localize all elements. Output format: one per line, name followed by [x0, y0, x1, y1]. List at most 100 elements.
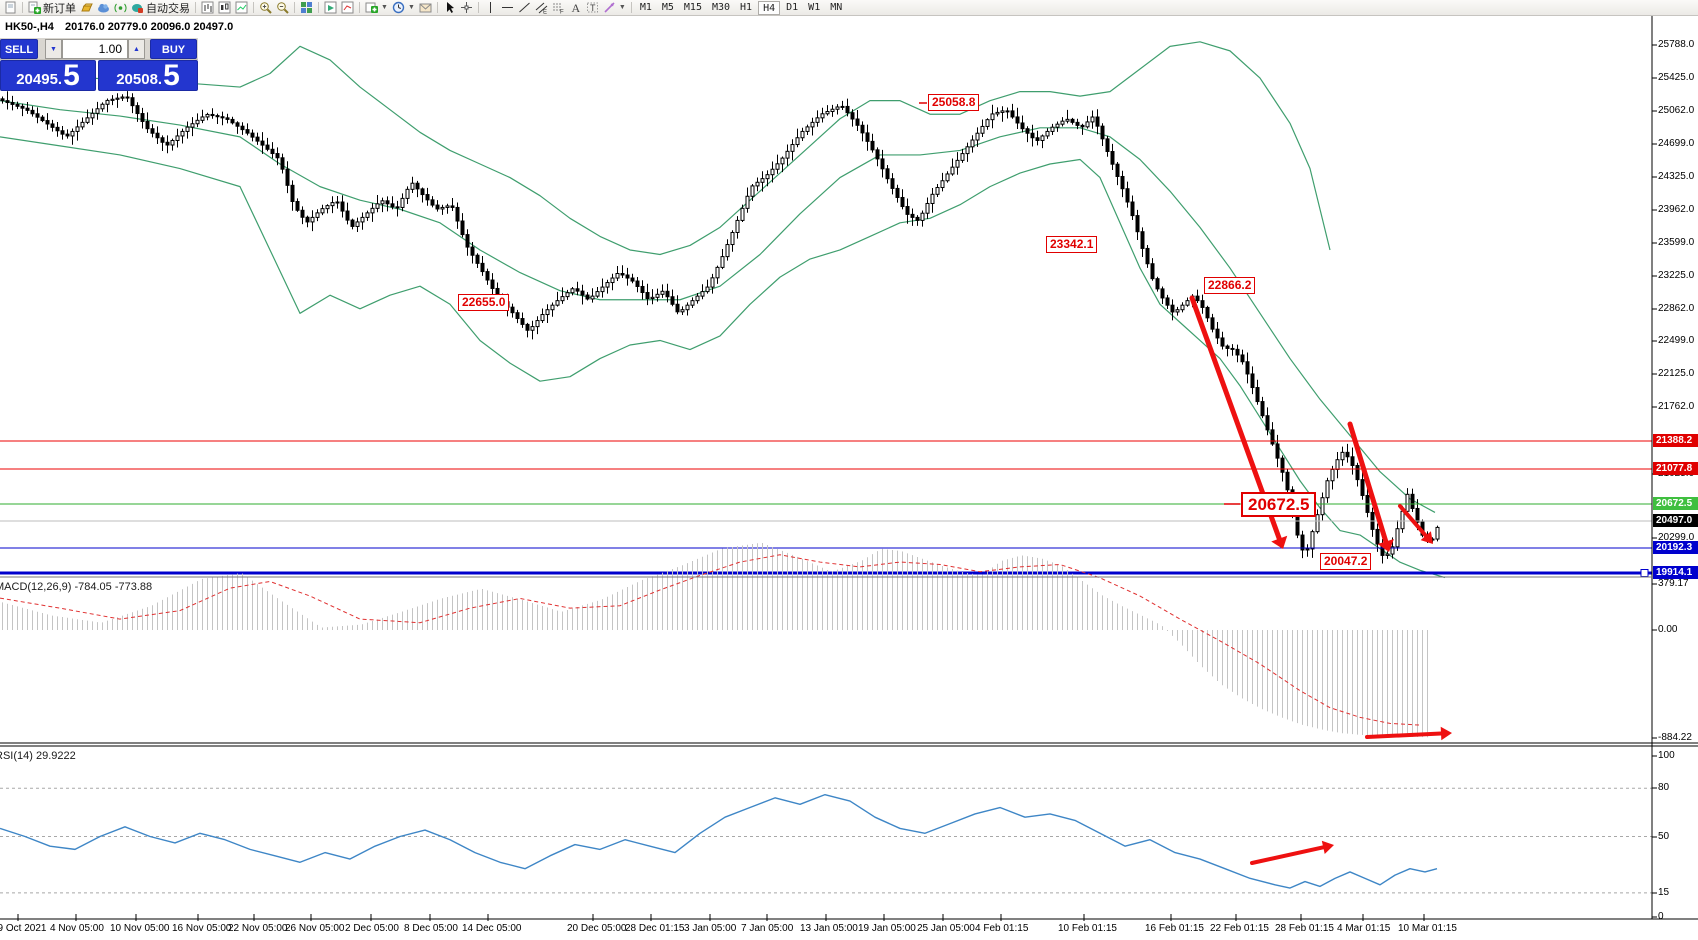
annotation-price-label[interactable]: 23342.1	[1046, 236, 1098, 253]
time-axis-label: 19 Jan 05:00	[858, 923, 916, 934]
time-axis-label: 10 Mar 01:15	[1398, 923, 1457, 934]
annotation-price-label[interactable]: 25058.8	[928, 94, 980, 111]
rsi-axis-tick: 80	[1658, 782, 1670, 793]
document-icon	[4, 1, 17, 14]
price-axis-tick: 24325.0	[1658, 171, 1695, 182]
sell-button[interactable]: SELL	[0, 39, 38, 59]
vertical-line-button[interactable]	[482, 0, 499, 15]
zoom-in-icon	[259, 1, 272, 14]
indicator-list-icon	[324, 1, 337, 14]
chart-candles-button[interactable]	[216, 0, 233, 15]
zoom-out-button[interactable]	[274, 0, 291, 15]
toolbar-item-label: 新订单	[43, 2, 76, 15]
price-axis-tick: 23225.0	[1658, 270, 1695, 281]
horizontal-line-button[interactable]	[499, 0, 516, 15]
timeframe-button-h1[interactable]: H1	[740, 1, 753, 13]
cursor-icon	[443, 1, 456, 14]
timeframe-button-m1[interactable]: M1	[639, 1, 652, 13]
time-axis-label: 4 Feb 01:15	[975, 923, 1029, 934]
price-axis-tick: 25062.0	[1658, 105, 1695, 116]
autotrade-button[interactable]: 自动交易	[129, 0, 192, 15]
time-axis-label: 16 Feb 01:15	[1145, 923, 1204, 934]
chart-line-button[interactable]	[233, 0, 250, 15]
text-button[interactable]: A	[567, 0, 584, 15]
period-button[interactable]: ▼	[390, 0, 417, 15]
rsi-axis-tick: 0	[1658, 911, 1664, 922]
label-icon: T	[586, 1, 599, 14]
main-toolbar: 新订单 自动交易 ▼ ▼ E F A T ▼ M1 M5 M15 M30 H1 H4 D1 W1 MN	[0, 0, 1698, 16]
cursor-button[interactable]	[441, 0, 458, 15]
volume-increase-stepper[interactable]: ▲	[128, 39, 145, 59]
volume-decrease-stepper[interactable]: ▼	[45, 39, 62, 59]
new-order-icon	[28, 1, 41, 14]
timeframe-button-mn[interactable]: MN	[830, 1, 843, 13]
trade-panel-controls: SELL ▼ ▲ BUY	[0, 38, 198, 60]
fibonacci-icon: F	[552, 1, 565, 16]
mail-button[interactable]	[417, 0, 434, 15]
document-button[interactable]	[2, 0, 19, 15]
time-axis-label: 3 Jan 05:00	[684, 923, 737, 934]
horizontal-line-icon	[501, 1, 514, 14]
signal-icon	[114, 1, 127, 14]
time-axis-label: 4 Nov 05:00	[50, 923, 104, 934]
tile-windows-button[interactable]	[298, 0, 315, 15]
channel-button[interactable]: E	[533, 0, 550, 16]
fibonacci-button[interactable]: F	[550, 0, 567, 16]
buy-price-button[interactable]: 20508. 5	[98, 60, 198, 91]
buy-button[interactable]: BUY	[150, 39, 197, 59]
add-indicator-button[interactable]: ▼	[363, 0, 390, 15]
rsi-axis-tick: 50	[1658, 831, 1670, 842]
shapes-button[interactable]: ▼	[601, 0, 628, 15]
cloud-icon	[97, 1, 110, 14]
template-button[interactable]	[339, 0, 356, 15]
label-button[interactable]: T	[584, 0, 601, 15]
trade-panel-prices: 20495. 5 20508. 5	[0, 60, 198, 91]
new-order-button[interactable]: 新订单	[26, 0, 78, 15]
time-axis-label: 26 Nov 05:00	[285, 923, 345, 934]
gold-button[interactable]	[78, 0, 95, 15]
chart-candles-icon	[218, 1, 231, 14]
timeframe-button-h4[interactable]: H4	[758, 0, 781, 15]
time-axis-label: 28 Dec 01:15	[625, 923, 685, 934]
price-line-label: 20192.3	[1653, 541, 1698, 554]
price-axis-tick: 22862.0	[1658, 303, 1695, 314]
timeframe-button-m15[interactable]: M15	[683, 1, 702, 13]
trendline-button[interactable]	[516, 0, 533, 15]
time-axis-label: 29 Oct 2021	[0, 923, 47, 934]
sell-price-pip: 5	[63, 59, 80, 92]
indicator-list-button[interactable]	[322, 0, 339, 15]
zoom-in-button[interactable]	[257, 0, 274, 15]
annotation-price-label[interactable]: 22655.0	[458, 294, 510, 311]
annotation-price-label[interactable]: 20047.2	[1320, 553, 1372, 570]
shapes-icon	[603, 1, 616, 14]
macd-axis-tick: 0.00	[1658, 624, 1678, 635]
svg-text:A: A	[571, 1, 580, 14]
chart-bars-icon	[201, 1, 214, 14]
volume-input[interactable]	[62, 39, 128, 59]
price-axis-tick: 23962.0	[1658, 204, 1695, 215]
time-axis-label: 2 Dec 05:00	[345, 923, 399, 934]
timeframe-button-w1[interactable]: W1	[808, 1, 821, 13]
crosshair-button[interactable]	[458, 0, 475, 15]
cloud-button[interactable]	[95, 0, 112, 15]
sell-price-button[interactable]: 20495. 5	[0, 60, 96, 91]
toolbar-separator	[195, 2, 196, 13]
timeframe-button-m5[interactable]: M5	[661, 1, 674, 13]
buy-price-main: 20508.	[116, 71, 163, 88]
toolbar-item-label: 自动交易	[146, 2, 190, 15]
autotrade-icon	[131, 1, 144, 14]
rsi-axis-tick: 100	[1658, 750, 1675, 761]
time-axis-label: 22 Nov 05:00	[228, 923, 288, 934]
timeframe-button-m30[interactable]: M30	[711, 1, 731, 13]
timeframe-button-d1[interactable]: D1	[786, 1, 799, 13]
toolbar-separator	[477, 2, 479, 13]
symbol-name: HK50-,H4	[5, 21, 54, 33]
macd-indicator-label: MACD(12,26,9) -784.05 -773.88	[0, 581, 153, 593]
time-axis-label: 25 Jan 05:00	[917, 923, 975, 934]
signal-button[interactable]	[112, 0, 129, 15]
chart-bars-button[interactable]	[199, 0, 216, 15]
time-axis-label: 10 Nov 05:00	[110, 923, 170, 934]
annotation-price-label[interactable]: 22866.2	[1204, 277, 1256, 294]
annotation-price-label[interactable]: 20672.5	[1241, 492, 1317, 517]
